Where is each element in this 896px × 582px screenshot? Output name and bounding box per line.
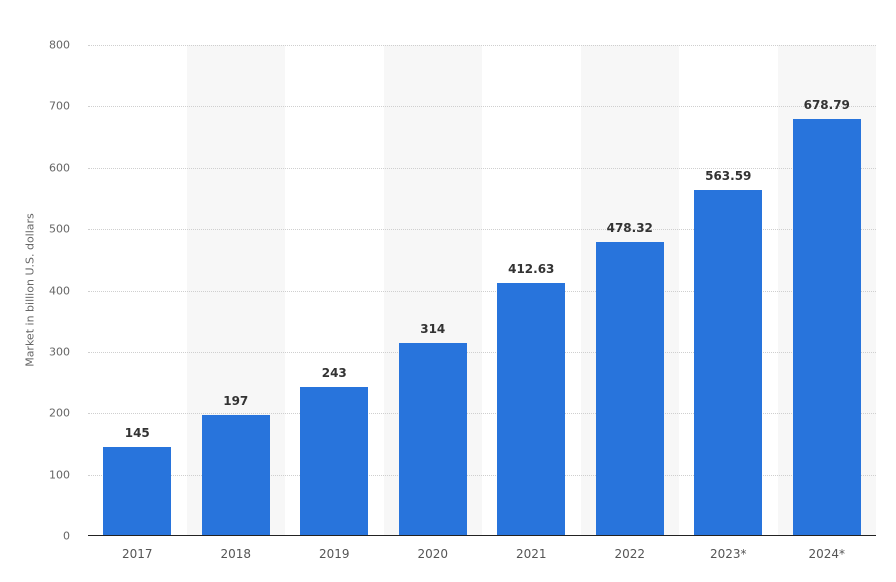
gridline: [88, 229, 876, 231]
gridline: [88, 413, 876, 415]
bar[interactable]: [694, 190, 763, 536]
bar[interactable]: [792, 119, 861, 536]
gridline: [88, 167, 876, 169]
bar-value-label: 478.32: [606, 221, 653, 236]
x-tick-label: 2022: [614, 547, 646, 561]
x-tick-label: 2021: [515, 547, 547, 561]
bar-value-label: 145: [124, 426, 150, 440]
bar-value-label: 314: [420, 322, 446, 337]
x-tick-label: 2018: [220, 547, 252, 561]
y-tick-label: 400: [49, 284, 70, 297]
bar[interactable]: [103, 447, 172, 536]
y-tick-label: 200: [49, 406, 70, 420]
y-tick-label: 500: [49, 222, 70, 236]
bar-value-label: 412.63: [508, 261, 555, 276]
bar[interactable]: [595, 242, 664, 536]
x-tick-label: 2019: [318, 547, 350, 561]
gridline: [88, 290, 876, 292]
gridline: [88, 106, 876, 108]
bar[interactable]: [497, 282, 566, 536]
x-tick-label: 2017: [121, 547, 153, 561]
x-tick-label: 2024*: [808, 547, 846, 561]
x-tick-label: 2023*: [709, 547, 747, 561]
gridline: [88, 474, 876, 476]
bar[interactable]: [398, 343, 467, 536]
y-tick-label: 800: [49, 38, 70, 52]
bar-value-label: 243: [321, 365, 347, 380]
y-tick-label: 600: [49, 161, 70, 175]
gridline: [88, 351, 876, 353]
bar[interactable]: [201, 415, 270, 536]
bar-value-label: 563.59: [705, 169, 752, 184]
bar-value-label: 678.79: [803, 98, 850, 113]
x-axis-line: [88, 535, 876, 536]
y-tick-label: 300: [49, 345, 70, 359]
y-tick-label: 0: [63, 529, 70, 543]
bar[interactable]: [300, 386, 369, 536]
gridline: [88, 45, 876, 46]
x-tick-label: 2020: [417, 547, 449, 561]
y-tick-label: 100: [49, 468, 70, 482]
y-tick-label: 700: [49, 99, 70, 113]
bar-value-label: 197: [223, 394, 249, 409]
